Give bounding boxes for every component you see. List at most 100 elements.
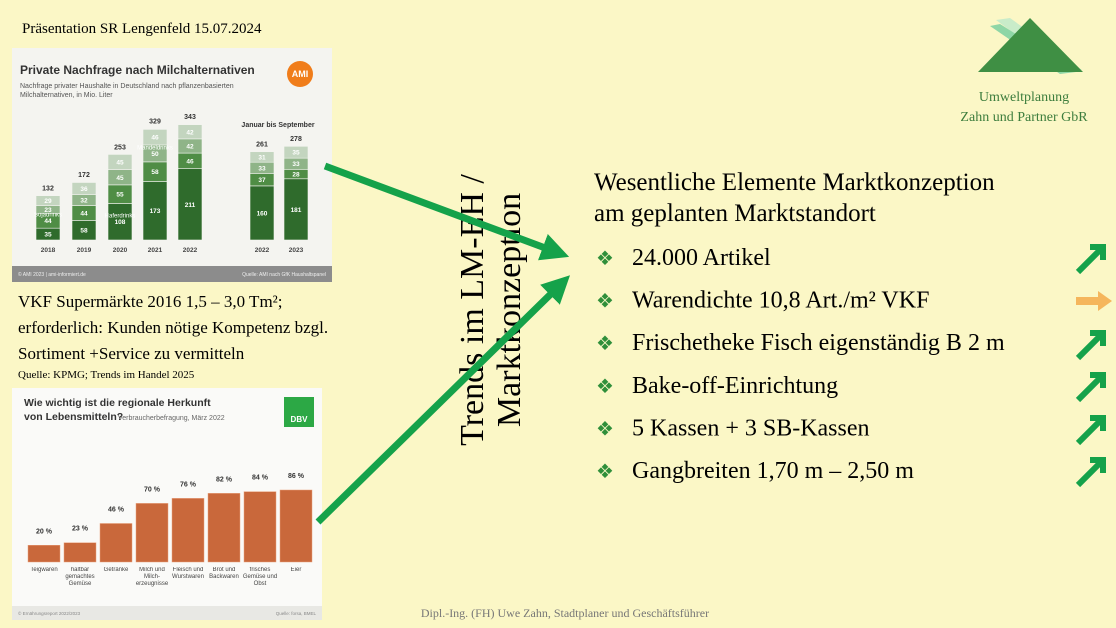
value-label: 70 % xyxy=(144,486,161,493)
value-label: 86 % xyxy=(288,473,305,480)
concept-item: 24.000 Artikel xyxy=(632,245,771,271)
x-tick-label: Teigwaren xyxy=(26,567,62,574)
x-tick-label: 2019 xyxy=(77,247,92,254)
logo-text: Zahn und Partner GbR xyxy=(960,110,1088,125)
value-label: 46 xyxy=(186,158,194,165)
bar xyxy=(136,503,168,562)
bullet-icon: ❖ xyxy=(596,418,614,440)
x-tick-label: Eier xyxy=(278,567,314,574)
x-tick-label-box: Brot und Backwaren xyxy=(206,567,242,599)
logo-text: DBV xyxy=(291,415,309,424)
value-label: 76 % xyxy=(180,481,197,488)
x-tick-label: 2022 xyxy=(255,247,270,254)
chart-subtitle: Milchalternativen, in Mio. Liter xyxy=(20,92,113,99)
bar xyxy=(280,490,312,562)
note-line: Sortiment +Service zu vermitteln xyxy=(18,344,245,363)
bar xyxy=(208,493,240,562)
value-label: 108 xyxy=(115,219,126,226)
series-name: Haferdrinks xyxy=(105,214,136,220)
page: Präsentation SR Lengenfeld 15.07.2024 Um… xyxy=(0,0,1116,628)
value-label: 23 xyxy=(44,207,52,214)
note-line: erforderlich: Kunden nötige Kompetenz bz… xyxy=(18,318,328,337)
x-tick-label: haltbar gemachtes Gemüse xyxy=(62,567,98,588)
x-tick-label: 2022 xyxy=(183,247,198,254)
x-tick-label-box: Milch und Milch-erzeugnisse xyxy=(134,567,170,599)
total-label: 172 xyxy=(78,172,90,179)
value-label: 46 xyxy=(151,135,159,142)
value-label: 58 xyxy=(151,169,159,176)
total-label: 278 xyxy=(290,136,302,143)
value-label: 45 xyxy=(116,160,124,167)
value-label: 50 xyxy=(151,151,159,158)
value-label: 45 xyxy=(116,175,124,182)
x-tick-label: frisches Gemüse und Obst xyxy=(242,567,278,588)
value-label: 36 xyxy=(80,186,88,193)
total-label: 132 xyxy=(42,185,54,192)
value-label: 160 xyxy=(257,210,268,217)
bar xyxy=(64,543,96,562)
source: Quelle: AMI nach GfK Haushaltspanel xyxy=(242,272,326,278)
bar xyxy=(244,492,276,562)
value-label: 37 xyxy=(258,177,266,184)
bullet-icon: ❖ xyxy=(596,461,614,483)
bullet-icon: ❖ xyxy=(596,333,614,355)
x-tick-label: Getränke xyxy=(98,567,134,574)
concept-item: Warendichte 10,8 Art./m² VKF xyxy=(632,288,929,314)
value-label: 181 xyxy=(291,207,302,214)
concept-item: Bake-off-Einrichtung xyxy=(632,373,838,399)
total-label: 343 xyxy=(184,114,196,121)
x-tick-label: 2020 xyxy=(113,247,128,254)
chart-subtitle: Verbraucherbefragung, März 2022 xyxy=(118,415,225,422)
value-label: 28 xyxy=(292,172,300,179)
x-tick-label: Milch und Milch-erzeugnisse xyxy=(134,567,170,588)
concept-heading: Wesentliche Elemente Marktkonzeption xyxy=(594,169,995,196)
value-label: 23 % xyxy=(72,526,89,533)
value-label: 35 xyxy=(44,232,52,239)
chart-subtitle: Nachfrage privater Haushalte in Deutschl… xyxy=(20,83,234,90)
value-label: 31 xyxy=(258,154,266,161)
x-tick-label: 2023 xyxy=(289,247,304,254)
bar xyxy=(172,498,204,562)
concept-item: Frischetheke Fisch eigenständig B 2 m xyxy=(632,330,1005,356)
bar xyxy=(28,545,60,562)
value-label: 44 xyxy=(44,218,52,225)
total-label: 253 xyxy=(114,144,126,151)
chart-title: Wie wichtig ist die regionale Herkunft xyxy=(24,397,211,409)
note-line: VKF Supermärkte 2016 1,5 – 3,0 Tm²; xyxy=(18,292,283,311)
slide: Präsentation SR Lengenfeld 15.07.2024 Um… xyxy=(0,0,1116,628)
value-label: 211 xyxy=(185,202,196,209)
logo-text: Umweltplanung xyxy=(979,90,1069,105)
logo-text: AMI xyxy=(292,69,309,79)
source: Quelle: forsa, BMEL xyxy=(276,611,317,616)
x-tick-label-box: Teigwaren xyxy=(26,567,62,599)
bullet-icon: ❖ xyxy=(596,376,614,398)
value-label: 173 xyxy=(150,208,161,215)
value-label: 35 xyxy=(292,150,300,157)
concept-heading: am geplanten Marktstandort xyxy=(594,200,876,227)
concept-item: 5 Kassen + 3 SB-Kassen xyxy=(632,415,870,441)
bullet-icon: ❖ xyxy=(596,291,614,313)
value-label: 33 xyxy=(292,161,300,168)
series-name: Mandeldrinks xyxy=(137,145,173,151)
value-label: 55 xyxy=(116,192,124,199)
value-label: 33 xyxy=(258,165,266,172)
x-tick-label: Brot und Backwaren xyxy=(206,567,242,581)
total-label: 329 xyxy=(149,119,161,126)
value-label: 29 xyxy=(44,198,52,205)
value-label: 84 % xyxy=(252,475,269,482)
value-label: 82 % xyxy=(216,476,233,483)
value-label: 46 % xyxy=(108,506,125,513)
value-label: 20 % xyxy=(36,528,53,535)
value-label: 42 xyxy=(186,129,194,136)
x-tick-label: 2018 xyxy=(41,247,56,254)
copyright: © AMI 2023 | ami-informiert.de xyxy=(18,271,86,278)
x-tick-label-box: frisches Gemüse und Obst xyxy=(242,567,278,599)
value-label: 44 xyxy=(80,210,88,217)
slide-title: Präsentation SR Lengenfeld 15.07.2024 xyxy=(22,21,262,37)
concept-item: Gangbreiten 1,70 m – 2,50 m xyxy=(632,458,914,484)
total-label: 261 xyxy=(256,142,268,149)
footer: Dipl.-Ing. (FH) Uwe Zahn, Stadtplaner un… xyxy=(421,606,709,620)
bar xyxy=(100,523,132,562)
x-tick-label-box: haltbar gemachtes Gemüse xyxy=(62,567,98,599)
value-label: 42 xyxy=(186,143,194,150)
